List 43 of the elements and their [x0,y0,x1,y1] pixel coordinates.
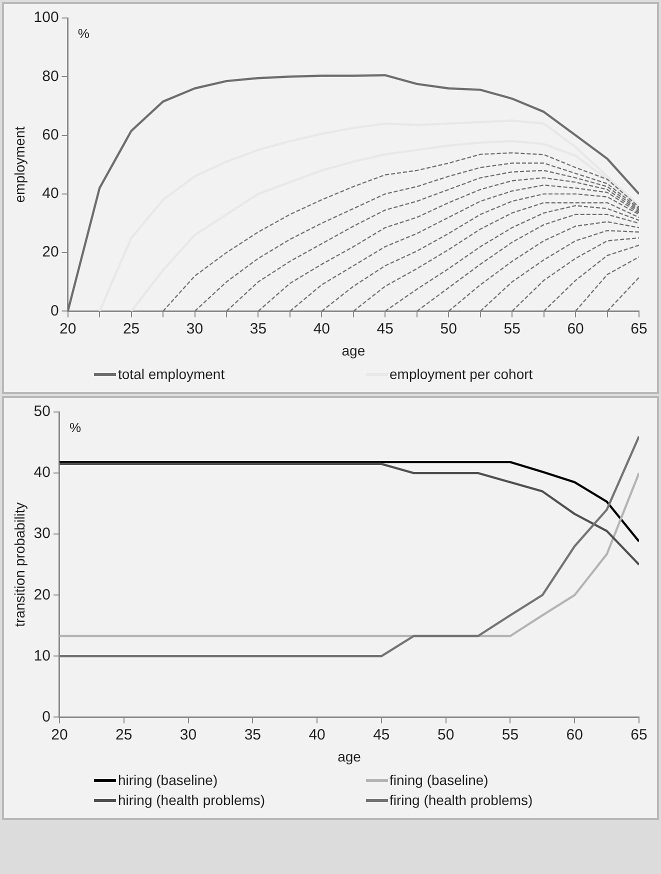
y-axis-title: employment [11,126,28,203]
y-axis-title: transition probability [11,502,28,627]
y-tick-label: 20 [42,244,59,261]
legend-label: fining (baseline) [390,772,488,788]
y-tick-label: 40 [34,464,50,482]
x-tick-label: 60 [567,320,584,338]
y-tick-label: 30 [34,525,50,542]
x-tick-label: 40 [313,320,330,338]
x-tick-label: 50 [437,726,454,744]
x-tick-label: 35 [250,320,267,338]
x-tick-label: 50 [440,320,457,338]
x-axis-title: age [338,748,362,764]
y-tick-label: 50 [34,403,50,420]
x-axis-title: age [342,342,366,358]
legend-label: total employment [118,366,225,382]
x-tick-label: 30 [186,320,204,338]
x-tick-label: 20 [59,320,76,338]
x-tick-label: 25 [116,726,132,744]
y-tick-label: 10 [34,647,50,664]
y-tick-label: 100 [34,9,59,26]
y-tick-label: 60 [42,126,59,144]
annotation: % [78,26,90,42]
y-tick-label: 0 [50,302,59,320]
y-tick-label: 20 [34,586,50,604]
x-tick-label: 45 [376,320,394,338]
x-tick-label: 65 [630,320,648,338]
y-tick-label: 0 [42,708,50,726]
x-tick-label: 55 [502,726,519,744]
x-tick-label: 55 [504,320,520,338]
x-tick-label: 60 [566,726,583,744]
y-tick-label: 80 [42,68,59,85]
x-tick-label: 30 [180,726,197,744]
legend-label: firing (health problems) [390,792,533,808]
x-tick-label: 45 [373,726,390,744]
legend-label: hiring (baseline) [118,772,218,788]
y-tick-label: 40 [42,185,59,202]
annotation: % [69,420,82,436]
x-tick-label: 25 [122,320,140,338]
x-tick-label: 65 [630,726,648,744]
x-tick-label: 35 [244,726,261,744]
x-tick-label: 40 [308,726,326,744]
legend-label: employment per cohort [390,366,533,382]
legend-label: hiring (health problems) [118,792,266,808]
